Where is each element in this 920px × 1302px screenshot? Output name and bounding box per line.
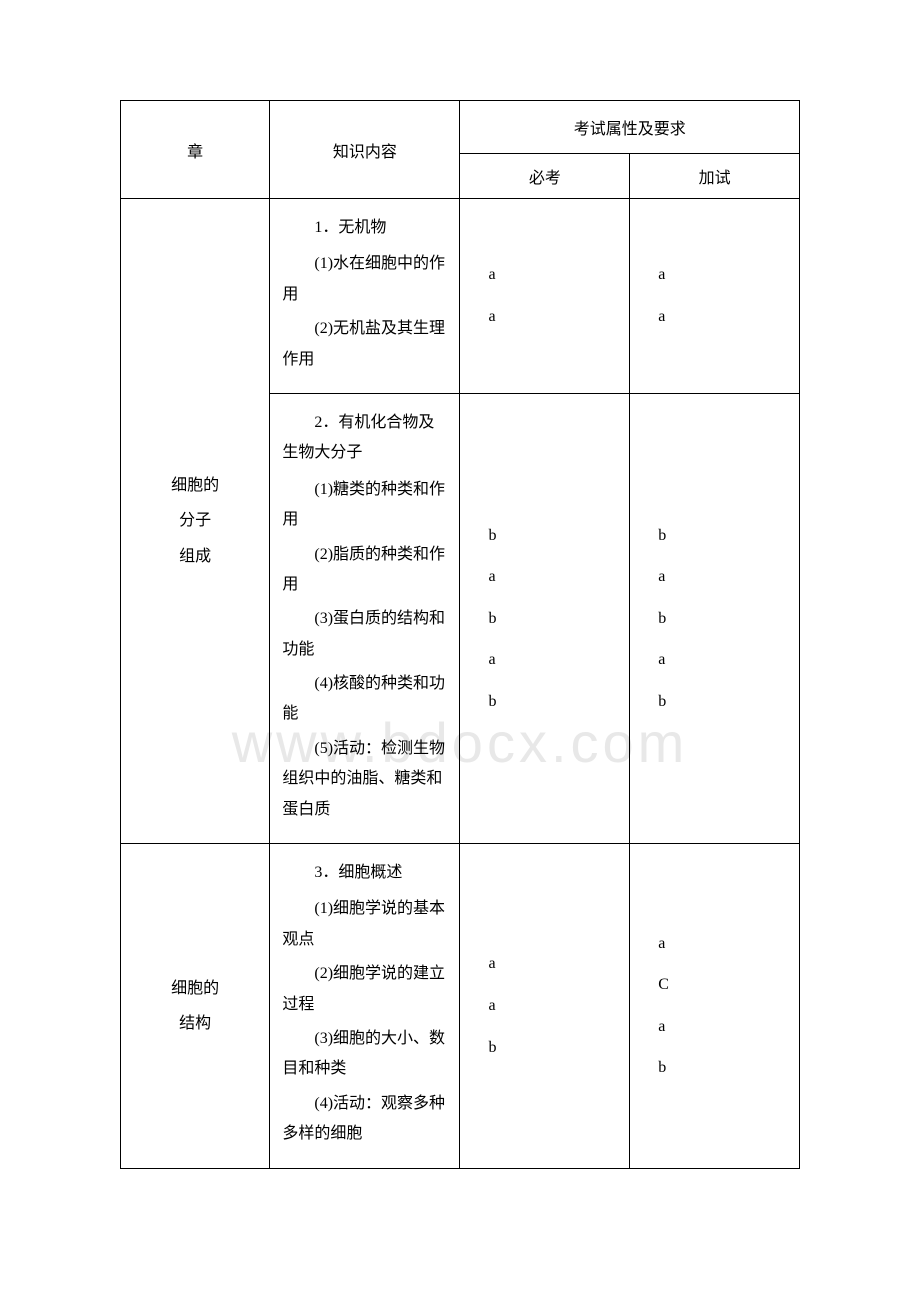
content-cell: 1．无机物 (1)水在细胞中的作用 (2)无机盐及其生理作用 [270, 199, 460, 394]
header-required: 必考 [460, 154, 630, 199]
header-chapter: 章 [121, 101, 270, 199]
additional-cell: b a b a b [630, 393, 800, 843]
required-cell: a a [460, 199, 630, 394]
chapter-cell: 细胞的 分子 组成 [121, 199, 270, 844]
table-row: 细胞的 分子 组成 1．无机物 (1)水在细胞中的作用 (2)无机盐及其生理作用… [121, 199, 800, 394]
required-cell: a a b [460, 844, 630, 1169]
table-row: 细胞的 结构 3．细胞概述 (1)细胞学说的基本观点 (2)细胞学说的建立过程 … [121, 844, 800, 1169]
content-cell: 2．有机化合物及生物大分子 (1)糖类的种类和作用 (2)脂质的种类和作用 (3… [270, 393, 460, 843]
content-cell: 3．细胞概述 (1)细胞学说的基本观点 (2)细胞学说的建立过程 (3)细胞的大… [270, 844, 460, 1169]
header-content: 知识内容 [270, 101, 460, 199]
required-cell: b a b a b [460, 393, 630, 843]
chapter-cell: 细胞的 结构 [121, 844, 270, 1169]
additional-cell: a C a b [630, 844, 800, 1169]
table-header-row: 章 知识内容 考试属性及要求 [121, 101, 800, 154]
header-additional: 加试 [630, 154, 800, 199]
header-requirement: 考试属性及要求 [460, 101, 800, 154]
syllabus-table: 章 知识内容 考试属性及要求 必考 加试 细胞的 分子 组成 1．无机物 (1)… [120, 100, 800, 1169]
additional-cell: a a [630, 199, 800, 394]
